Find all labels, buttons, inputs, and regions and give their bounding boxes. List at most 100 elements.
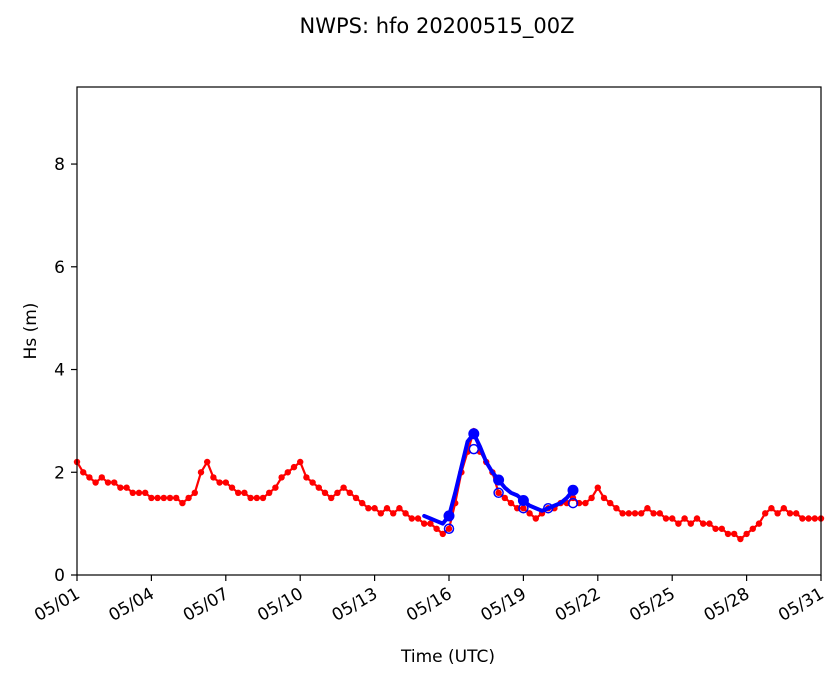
observed-point bbox=[724, 530, 732, 538]
observed-point bbox=[755, 520, 763, 527]
observed-point bbox=[693, 515, 701, 522]
observed-point bbox=[111, 479, 118, 486]
observed-point bbox=[786, 510, 794, 517]
x-tick-label: 05/13 bbox=[329, 584, 381, 626]
observed-point bbox=[80, 469, 87, 476]
x-axis-label: Time (UTC) bbox=[400, 647, 495, 667]
observed-point bbox=[613, 505, 620, 512]
observed-point bbox=[495, 489, 502, 497]
observed-point bbox=[278, 474, 285, 481]
observed-point bbox=[656, 510, 663, 517]
observed-point bbox=[681, 515, 688, 522]
observed-point bbox=[737, 535, 744, 543]
observed-point bbox=[86, 474, 93, 481]
y-tick-label: 0 bbox=[54, 566, 65, 586]
observed-point bbox=[185, 494, 192, 502]
x-tick-label: 05/01 bbox=[31, 584, 83, 626]
observed-point bbox=[309, 479, 316, 486]
observed-point bbox=[241, 489, 248, 497]
observed-point bbox=[631, 510, 639, 517]
observed-point bbox=[427, 520, 434, 527]
observed-point bbox=[662, 515, 670, 522]
observed-point bbox=[768, 505, 775, 512]
observed-point bbox=[247, 494, 254, 502]
observed-point bbox=[439, 530, 446, 538]
observed-point bbox=[402, 510, 409, 517]
observed-point bbox=[799, 515, 806, 522]
observed-point bbox=[532, 515, 539, 522]
observed-point bbox=[805, 515, 812, 522]
observed-point bbox=[588, 494, 595, 502]
observed-point bbox=[259, 494, 267, 502]
y-tick-label: 8 bbox=[54, 155, 65, 175]
observed-point bbox=[619, 510, 626, 517]
x-tick-label: 05/28 bbox=[701, 584, 753, 626]
verification-circle bbox=[493, 487, 504, 499]
observed-point bbox=[390, 510, 397, 517]
observed-point bbox=[253, 494, 260, 502]
observed-point bbox=[235, 489, 242, 497]
observed-point bbox=[98, 474, 106, 481]
observed-point bbox=[377, 510, 384, 517]
verification-circle bbox=[542, 502, 554, 514]
observed-point bbox=[762, 510, 769, 517]
observed-point bbox=[359, 499, 366, 507]
observed-point bbox=[315, 484, 322, 491]
observed-point bbox=[650, 510, 657, 517]
observed-point bbox=[346, 489, 353, 497]
observed-point bbox=[204, 458, 211, 466]
x-tick-label: 05/04 bbox=[105, 584, 157, 626]
observed-point bbox=[328, 494, 335, 502]
observed-point bbox=[148, 494, 155, 502]
verification-circle bbox=[567, 497, 579, 509]
observed-point bbox=[272, 484, 279, 491]
forecast-marker bbox=[493, 474, 505, 486]
observed-point bbox=[749, 525, 756, 532]
observed-point bbox=[780, 505, 787, 512]
observed-point bbox=[129, 489, 136, 497]
observed-point bbox=[297, 458, 304, 466]
plot-area bbox=[73, 427, 825, 543]
observed-point bbox=[706, 520, 713, 527]
observed-point bbox=[396, 505, 403, 512]
x-tick-label: 05/16 bbox=[403, 584, 455, 626]
observed-point bbox=[222, 479, 229, 486]
observed-point bbox=[408, 515, 415, 522]
observed-point bbox=[644, 505, 651, 512]
observed-point bbox=[507, 499, 515, 507]
forecast-marker bbox=[567, 484, 579, 496]
x-tick-label: 05/10 bbox=[254, 584, 306, 626]
observed-point bbox=[290, 463, 298, 471]
observed-point bbox=[743, 530, 750, 538]
observed-point bbox=[700, 520, 707, 527]
observed-point bbox=[216, 479, 223, 486]
chart-title: NWPS: hfo 20200515_00Z bbox=[300, 14, 575, 39]
observed-point bbox=[197, 469, 205, 476]
observed-point bbox=[594, 484, 601, 491]
observed-point bbox=[793, 510, 800, 517]
observed-point bbox=[352, 494, 360, 502]
observed-point bbox=[600, 494, 608, 502]
observed-point bbox=[445, 525, 453, 532]
observed-point bbox=[166, 494, 174, 502]
observed-point bbox=[334, 489, 341, 497]
verification-circle bbox=[468, 443, 480, 455]
observed-point bbox=[718, 525, 725, 532]
observed-point bbox=[92, 479, 99, 486]
observed-point bbox=[228, 484, 236, 491]
observed-point bbox=[173, 494, 180, 502]
observed-point bbox=[520, 505, 527, 512]
observed-point bbox=[154, 494, 161, 502]
x-tick-label: 05/07 bbox=[180, 584, 232, 626]
observed-point bbox=[383, 505, 391, 512]
y-axis-label: Hs (m) bbox=[21, 303, 41, 360]
forecast-marker bbox=[517, 495, 529, 507]
y-tick-label: 6 bbox=[54, 258, 65, 278]
observed-point bbox=[421, 520, 428, 527]
observed-point bbox=[142, 489, 149, 497]
observed-point bbox=[712, 525, 719, 532]
forecast-marker bbox=[468, 428, 480, 440]
plot-frame bbox=[76, 86, 822, 576]
observed-point bbox=[675, 520, 682, 527]
observed-point bbox=[731, 530, 738, 538]
